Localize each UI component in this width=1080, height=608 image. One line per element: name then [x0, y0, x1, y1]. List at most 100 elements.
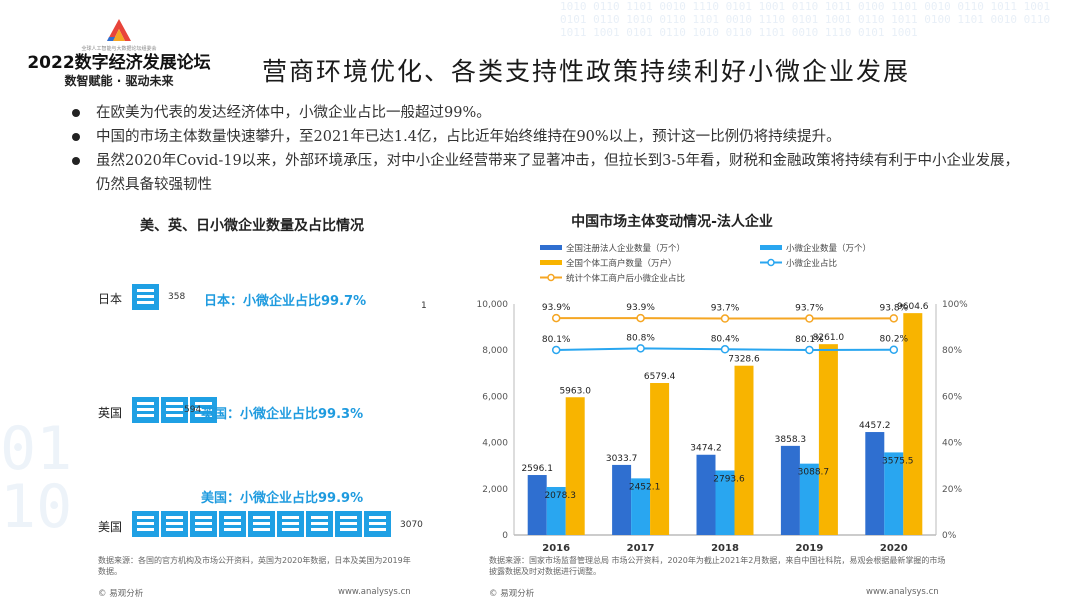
- line-value-label: 80.1%: [795, 335, 824, 345]
- right-source-note: 数据来源：国家市场监督管理总局 市场公开资料，2020年为截止2021年2月数据…: [489, 556, 946, 576]
- bar-value-label: 2596.1: [521, 464, 553, 474]
- x-tick-label: 2017: [627, 543, 655, 554]
- building-icon-row-japan: [132, 284, 159, 310]
- count-label-uk: 594: [184, 405, 202, 415]
- forum-title: 2022数字经济发展论坛: [27, 53, 211, 73]
- x-tick-label: 2018: [711, 543, 739, 554]
- y-tick-label-right: 100%: [942, 300, 968, 310]
- line-point: [720, 345, 730, 354]
- page-title: 营商环境优化、各类支持性政策持续利好小微企业发展: [262, 57, 911, 86]
- logo-subtext: 全球人工智能与大数据论坛组委会: [81, 46, 157, 52]
- building-icon: [132, 284, 159, 310]
- share-label-us: 美国：小微企业占比99.9%: [201, 491, 364, 506]
- left-source-note: 数据来源：各国的官方机构及市场公开资料，英国为2020年数据，日本及美国为201…: [98, 556, 411, 576]
- legend-label: 小微企业数量（万个）: [786, 243, 871, 254]
- y-tick-label-left: 4,000: [482, 439, 508, 449]
- share-label-uk: 英国：小微企业占比99.3%: [201, 407, 364, 422]
- bullet-dot-icon: [72, 157, 80, 165]
- line-value-label: 80.1%: [542, 335, 571, 345]
- bar-value-label: 6579.4: [644, 372, 676, 382]
- bar: [884, 452, 904, 535]
- background-binary-decoration: 1010 0110 1101 0010 1110 0101 1001 0110 …: [560, 0, 1051, 39]
- y-tick-label-right: 20%: [942, 485, 962, 495]
- share-label-japan: 日本：小微企业占比99.7%: [204, 294, 367, 309]
- country-label-japan: 日本: [98, 292, 123, 306]
- bullet-dot-icon: [72, 133, 80, 141]
- legend-swatch: [540, 260, 562, 265]
- bar-value-label: 7328.6: [728, 355, 760, 365]
- y-tick-label-right: 60%: [942, 392, 962, 402]
- building-icon: [161, 397, 188, 423]
- building-icon: [190, 511, 217, 537]
- bar-value-label: 5963.0: [559, 386, 591, 396]
- left-chart-title: 美、英、日小微企业数量及占比情况: [140, 218, 364, 234]
- bar: [696, 454, 716, 535]
- bar: [818, 344, 838, 535]
- bar-value-label: 3088.7: [798, 468, 830, 478]
- y-tick-label-right: 80%: [942, 346, 962, 356]
- bar: [631, 478, 651, 535]
- legend-label: 统计个体工商户后小微企业占比: [566, 273, 685, 284]
- line-value-label: 93.9%: [626, 303, 655, 313]
- building-icon-row-us: [132, 511, 391, 537]
- building-icon: [335, 511, 362, 537]
- country-label-us: 美国: [98, 520, 123, 534]
- left-copyright: © 易观分析: [98, 589, 144, 599]
- building-icon: [132, 397, 159, 423]
- line-value-label: 80.8%: [626, 333, 655, 343]
- line-value-label: 93.7%: [795, 304, 824, 314]
- bar-value-label: 2793.6: [713, 474, 745, 484]
- y-tick-label-right: 0%: [942, 531, 957, 541]
- legend-swatch: [540, 245, 562, 250]
- line-value-label: 93.7%: [711, 304, 740, 314]
- line-point: [551, 345, 561, 355]
- bar-value-label: 3575.5: [882, 456, 914, 466]
- chart-data-labels: 2596.1 3033.7 3474.2 3858.3 4457.2 2078.3 2452…: [521, 302, 928, 501]
- bar: [903, 313, 923, 535]
- left-url: www.analysys.cn: [338, 587, 411, 597]
- line-point: [889, 345, 899, 354]
- bar: [612, 464, 632, 535]
- bar: [565, 397, 585, 535]
- forum-logo-icon: [107, 19, 131, 41]
- bar-value-label: 2078.3: [544, 491, 576, 501]
- building-icon: [219, 511, 246, 537]
- bar: [865, 432, 885, 535]
- bar-value-label: 3033.7: [606, 454, 638, 464]
- bar: [546, 486, 566, 535]
- bullet-item: 中国的市场主体数量快速攀升，至2021年已达1.4亿，占比近年始终维持在90%以…: [66, 125, 1026, 149]
- bar-value-label: 3474.2: [690, 444, 722, 454]
- line-value-label: 80.4%: [711, 334, 740, 344]
- bar: [715, 470, 735, 535]
- x-tick-label: 2016: [542, 543, 570, 554]
- y-tick-label-left: 10,000: [477, 300, 509, 310]
- bar: [799, 463, 819, 535]
- line-point: [636, 313, 645, 323]
- bar-value-label: 2452.1: [629, 482, 661, 492]
- bar-value-label: 8261.0: [813, 333, 845, 343]
- y-tick-label-left: 0: [502, 531, 508, 541]
- legend-marker: [547, 273, 555, 282]
- bar: [734, 365, 754, 535]
- legend-label: 全国注册法人企业数量（万个）: [566, 243, 685, 254]
- chart-legend: 全国注册法人企业数量（万个） 小微企业数量（万个） 全国个体工商户数量（万户） 小微企…: [540, 243, 871, 284]
- line-point: [720, 314, 730, 323]
- chart-axes: 0 2,000 4,000 6,000 8,000 10,000 0% 20% 40% 60% 80…: [477, 300, 969, 554]
- chart-lines: [551, 313, 899, 355]
- chart-bars: [527, 313, 923, 535]
- line-point: [805, 314, 814, 323]
- bullet-text: 在欧美为代表的发达经济体中，小微企业占比一般超过99%。: [96, 105, 491, 121]
- building-icon: [132, 511, 159, 537]
- line-point: [636, 344, 645, 353]
- line-point: [551, 313, 561, 323]
- line-value-label: 93.9%: [542, 303, 571, 313]
- y-tick-label-right: 40%: [942, 439, 962, 449]
- legend-marker: [767, 258, 775, 267]
- bar-value-label: 4457.2: [859, 421, 891, 431]
- building-icon: [248, 511, 275, 537]
- bullet-list: 在欧美为代表的发达经济体中，小微企业占比一般超过99%。 中国的市场主体数量快速…: [66, 101, 1026, 197]
- count-label-japan: 358: [168, 292, 186, 302]
- bullet-dot-icon: [72, 109, 80, 117]
- bullet-text: 中国的市场主体数量快速攀升，至2021年已达1.4亿，占比近年始终维持在90%以…: [96, 129, 841, 145]
- stray-mark: 1: [421, 301, 427, 311]
